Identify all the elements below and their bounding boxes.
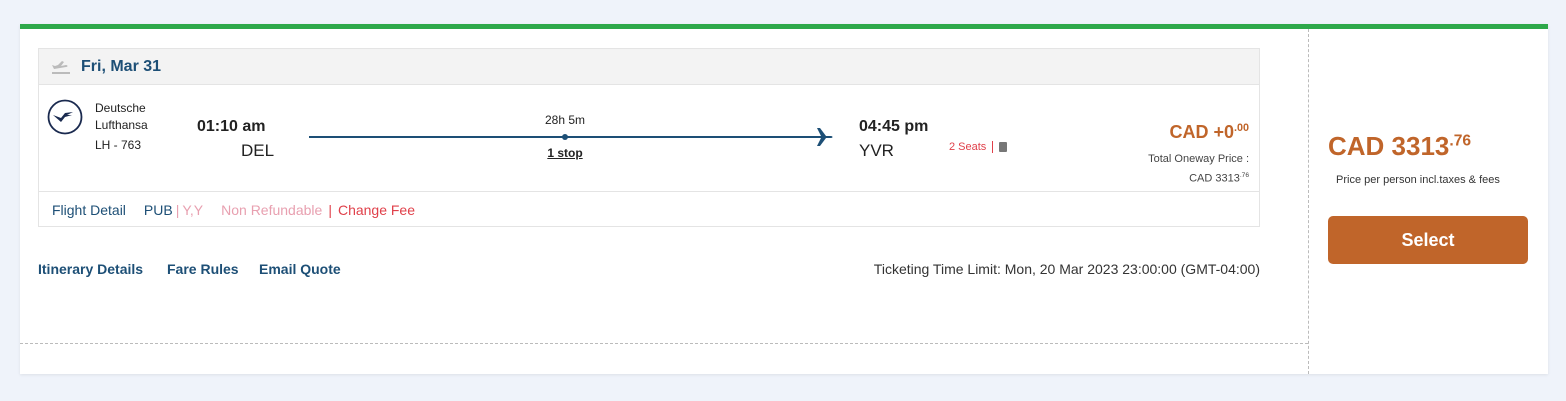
plane-departure-icon (52, 60, 70, 74)
flight-result-card: Fri, Mar 31 Deutsche Lufthansa LH - 763 … (20, 24, 1548, 374)
ticketing-time-limit: Ticketing Time Limit: Mon, 20 Mar 2023 2… (873, 261, 1260, 277)
departure-airport: DEL (241, 141, 275, 160)
select-button[interactable]: Select (1328, 216, 1528, 264)
cabin-class: Y,Y (182, 201, 204, 218)
segment-header: Fri, Mar 31 (39, 49, 1259, 85)
flight-segment: Fri, Mar 31 Deutsche Lufthansa LH - 763 … (38, 48, 1260, 227)
price-diff-amount: CAD +0 (1169, 122, 1234, 142)
price-difference: CAD +0.00 (1169, 122, 1249, 143)
price-cents: .76 (1449, 132, 1472, 150)
price-note: Price per person incl.taxes & fees (1336, 174, 1500, 186)
fare-rules-link[interactable]: Fare Rules (167, 261, 239, 277)
lufthansa-logo-icon (47, 99, 83, 135)
price-diff-cents: .00 (1233, 122, 1249, 134)
total-cents: .76 (1239, 172, 1249, 179)
price-amount: CAD 3313 (1328, 131, 1450, 161)
email-quote-link[interactable]: Email Quote (259, 261, 341, 277)
refund-status: Non Refundable (221, 201, 323, 218)
total-price: CAD 3313.76 (1189, 172, 1249, 185)
flight-number: LH - 763 (95, 138, 142, 152)
airline-name: Lufthansa (95, 118, 148, 132)
airline-name: Deutsche (95, 101, 146, 115)
duration: 28h 5m (544, 113, 586, 127)
change-fee-link[interactable]: Change Fee (337, 201, 416, 218)
seats-count: 2 Seats (949, 141, 987, 153)
total-amount: CAD 3313 (1189, 172, 1240, 185)
stop-dot (562, 134, 568, 140)
price-main: CAD 3313.76 (1328, 131, 1471, 162)
segment-date: Fri, Mar 31 (81, 57, 162, 75)
seats-info: 2 Seats (949, 141, 1008, 153)
total-price-label: Total Oneway Price : (1148, 153, 1249, 165)
flight-detail-link[interactable]: Flight Detail (52, 201, 126, 218)
arrival-airport: YVR (859, 141, 894, 160)
airline-info: Deutsche Lufthansa LH - 763 (95, 100, 148, 154)
fare-class: PUB (143, 201, 173, 218)
plane-icon (815, 128, 833, 146)
segment-footer: Flight Detail PUB | Y,Y Non Refundable |… (39, 191, 1259, 227)
departure-time: 01:10 am (197, 118, 266, 135)
stops-link[interactable]: 1 stop (547, 146, 583, 160)
baggage-icon (999, 142, 1008, 152)
divider (1308, 29, 1309, 374)
itinerary-details-link[interactable]: Itinerary Details (38, 261, 144, 277)
divider (20, 343, 1308, 344)
arrival-time: 04:45 pm (859, 118, 929, 135)
